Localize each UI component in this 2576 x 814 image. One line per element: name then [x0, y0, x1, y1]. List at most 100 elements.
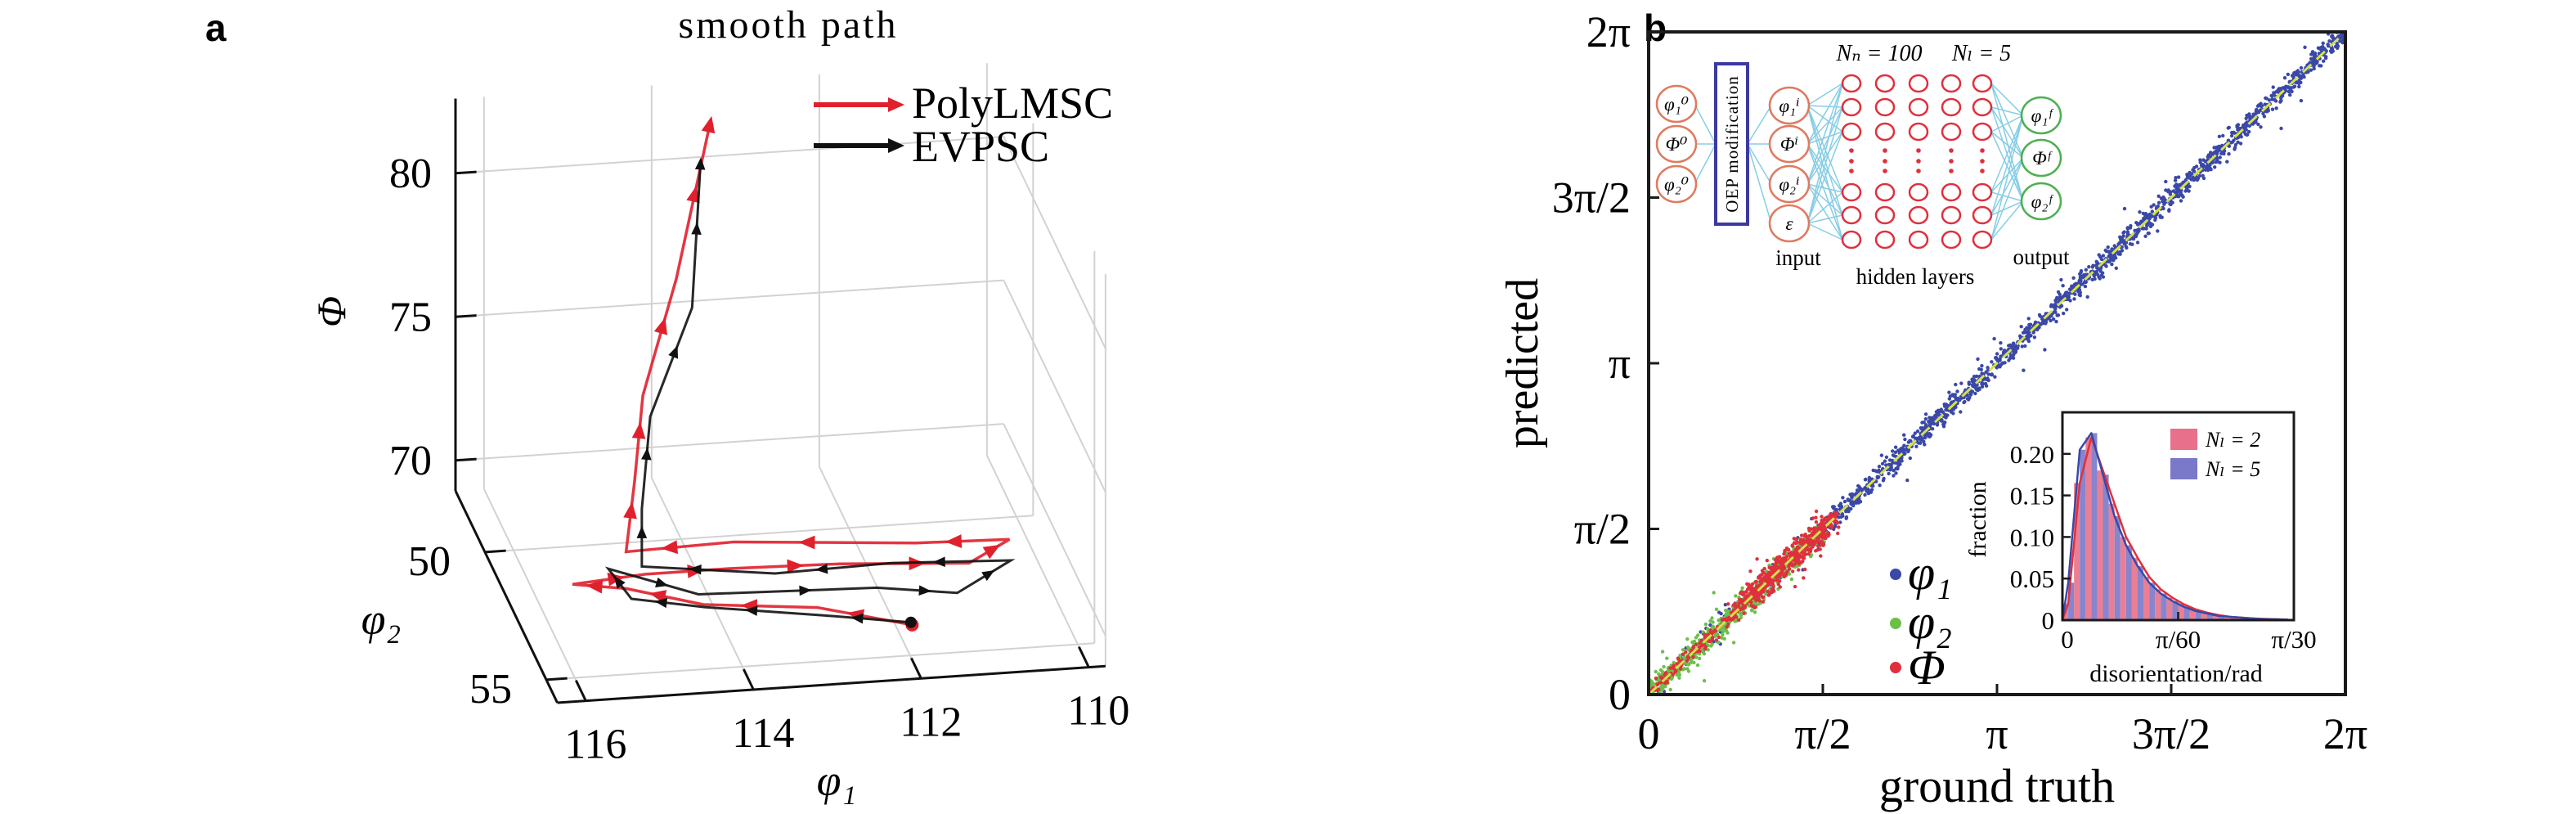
- scatter-point: [2174, 176, 2178, 180]
- scatter-point: [1725, 625, 1729, 629]
- scatter-point: [1769, 567, 1773, 571]
- y-axis-label: predicted: [1497, 278, 1548, 448]
- network-nodes: φ₁⁰ Φ⁰ φ₂⁰ φ₁ⁱ Φⁱ φ₂ⁱ ε φ₁ᶠ Φᶠ φ₂ᶠ: [1655, 74, 2062, 250]
- scatter-point: [1819, 554, 1823, 558]
- scatter-point: [1720, 618, 1725, 622]
- scatter-point: [1805, 536, 1809, 540]
- scatter-point: [1764, 592, 1768, 596]
- scatter-point: [1802, 556, 1806, 560]
- scatter-point: [1668, 687, 1672, 692]
- scatter-point: [2198, 160, 2202, 164]
- arrow-icon: [888, 138, 904, 153]
- scatter-point: [1803, 533, 1807, 537]
- scatter-point: [2262, 115, 2267, 119]
- scatter-point: [1818, 547, 1822, 551]
- network-edge: [1694, 103, 1717, 145]
- scatter-point: [1881, 479, 1886, 483]
- scatter-point: [1695, 663, 1700, 668]
- scatter-point: [1878, 483, 1882, 488]
- scatter-point: [1923, 412, 1928, 416]
- network-edge: [1990, 115, 2024, 241]
- scatter-point: [1894, 471, 1898, 475]
- scatter-point: [2209, 168, 2213, 172]
- scatter-point: [1745, 582, 1749, 586]
- scatter-point: [1694, 642, 1699, 647]
- scatter-point: [2227, 138, 2231, 143]
- arrowhead-marker: [655, 577, 669, 588]
- scatter-point: [1842, 499, 1847, 504]
- scatter-point: [2019, 325, 2023, 329]
- scatter-point: [2227, 152, 2231, 156]
- scatter-point: [1674, 668, 1678, 672]
- scatter-point: [1998, 358, 2002, 362]
- ellipsis-dot: [1883, 169, 1887, 173]
- scatter-point: [2244, 128, 2248, 132]
- network-edge: [1990, 191, 2024, 202]
- scatter-point: [1992, 336, 1996, 341]
- scatter-point: [2313, 58, 2318, 63]
- hidden-node: [1972, 74, 1993, 93]
- arrowhead-marker: [932, 556, 945, 568]
- scatter-point: [2054, 299, 2058, 304]
- scatter-point: [2143, 234, 2147, 238]
- scatter-point: [2221, 133, 2225, 138]
- identity-reference-line: [1647, 30, 2347, 696]
- scatter-point: [1833, 511, 1838, 515]
- scatter-point: [2028, 322, 2033, 326]
- scatter-point: [1678, 667, 1683, 671]
- scatter-point: [1820, 526, 1825, 531]
- scatter-point: [2270, 97, 2274, 101]
- scatter-point: [1959, 410, 1963, 414]
- grid-line: [818, 465, 922, 679]
- scatter-point: [2243, 132, 2248, 137]
- histogram-bar: [2080, 449, 2086, 620]
- scatter-point: [1748, 585, 1752, 590]
- scatter-point: [2003, 361, 2007, 365]
- grid-line: [1003, 280, 1106, 493]
- scatter-point: [2187, 189, 2191, 193]
- scatter-point: [1990, 372, 1994, 376]
- x-tick-label: π/2: [1794, 709, 1851, 758]
- scatter-point: [1967, 380, 1971, 385]
- scatter-point: [2049, 314, 2053, 318]
- scatter-point: [1924, 423, 1928, 427]
- histogram-bar: [2085, 437, 2092, 620]
- scatter-point: [2321, 41, 2325, 45]
- output-node: [2020, 138, 2062, 178]
- scatter-point: [1920, 420, 1924, 425]
- network-edge: [1806, 214, 1843, 224]
- scatter-point: [2270, 107, 2275, 111]
- scatter-point: [1804, 552, 1808, 556]
- scatter-point: [2124, 245, 2128, 249]
- legend-label-phi1: φ₁: [1908, 546, 1952, 600]
- scatter-point: [2183, 189, 2188, 193]
- scatter-point: [2009, 344, 2013, 349]
- scatter-point: [2057, 296, 2062, 301]
- arrowhead-marker: [641, 447, 652, 461]
- scatter-point: [2085, 295, 2089, 299]
- x-axis-label: ground truth: [1879, 759, 2115, 812]
- scatter-point: [1811, 516, 1815, 520]
- network-edge: [1806, 183, 1843, 241]
- scatter-point: [2137, 227, 2141, 232]
- scatter-point: [1740, 590, 1744, 595]
- scatter-point: [2121, 231, 2125, 235]
- scatter-point: [2177, 195, 2181, 199]
- scatter-point: [1965, 397, 1970, 401]
- arrowhead-marker: [668, 345, 679, 359]
- y-axis-label: φ₂: [361, 595, 402, 644]
- hidden-node: [1908, 74, 1929, 93]
- scatter-point: [1764, 576, 1768, 581]
- neural-network-diagram: OEP modification φ₁⁰Φ⁰φ₂⁰φ₁ⁱΦⁱφ₂ⁱεφ₁ᶠΦᶠφ…: [1655, 41, 2070, 289]
- scatter-point: [1913, 431, 1917, 435]
- grid-line: [455, 423, 1004, 461]
- scatter-point: [2312, 65, 2316, 69]
- scatter-point: [2309, 52, 2313, 56]
- scatter-point: [2291, 74, 2296, 79]
- scatter-point: [2340, 40, 2345, 45]
- histogram-bar: [2120, 537, 2126, 620]
- scatter-point: [2162, 196, 2166, 200]
- x-tick-label: π: [1986, 709, 2008, 758]
- scatter-point: [2120, 245, 2124, 250]
- scatter-point: [1877, 474, 1881, 479]
